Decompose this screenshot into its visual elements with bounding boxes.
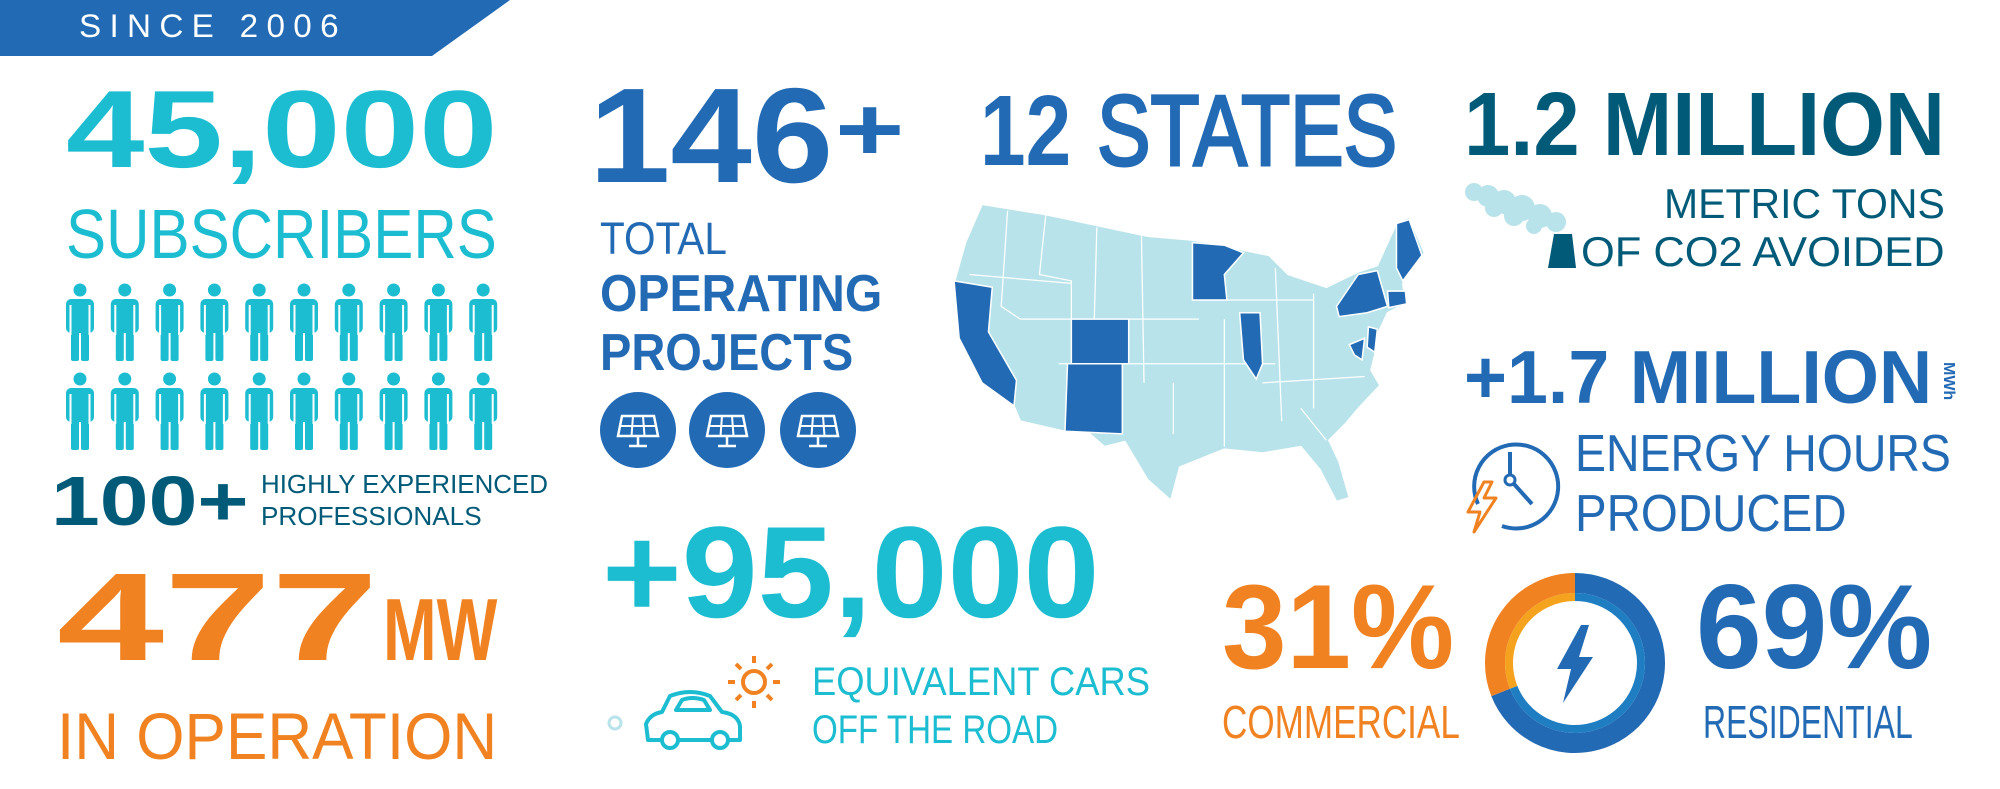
- cars-label-line1: EQUIVALENT CARS: [812, 660, 1150, 704]
- states-value: 12: [980, 75, 1072, 187]
- projects-value: 146: [589, 60, 834, 211]
- professionals-value: 100+: [51, 462, 249, 540]
- state-massachusetts: [1386, 290, 1408, 309]
- person-icon: [200, 372, 229, 450]
- person-icon: [469, 372, 498, 450]
- energy-label-line1: ENERGY HOURS: [1575, 425, 1951, 483]
- energy-label-line2: PRODUCED: [1575, 485, 1847, 543]
- capacity-value: 477: [57, 548, 379, 687]
- co2-label-line1: METRIC TONS: [1664, 180, 1945, 227]
- cars-value: +95,000: [602, 499, 1100, 645]
- people-icon-grid: [66, 283, 498, 450]
- energy-value: +1.7 MILLION: [1464, 335, 1933, 419]
- residential-value: 69%: [1696, 560, 1933, 694]
- person-icon: [379, 372, 408, 450]
- person-icon: [334, 372, 363, 450]
- state-minnesota: [1191, 241, 1245, 301]
- car-icon: [644, 690, 742, 750]
- projects-label-operating: OPERATING: [600, 265, 883, 323]
- solar-panel-icon: [598, 390, 678, 470]
- projects-label-projects: PROJECTS: [600, 324, 854, 382]
- person-icon: [110, 372, 139, 450]
- state-maine: [1395, 218, 1423, 283]
- clock-lightning-icon: [1466, 442, 1561, 534]
- person-icon: [379, 283, 408, 361]
- commercial-label: COMMERCIAL: [1222, 696, 1460, 748]
- dot-icon: [607, 715, 623, 731]
- state-maryland: [1348, 337, 1366, 362]
- person-icon: [469, 283, 498, 361]
- person-icon: [424, 283, 453, 361]
- state-colorado: [1070, 318, 1130, 365]
- person-icon: [290, 283, 318, 361]
- state-california: [953, 279, 1018, 408]
- commercial-arc: [1485, 573, 1576, 697]
- person-icon: [200, 283, 229, 361]
- sun-icon: [728, 656, 780, 708]
- professionals-label-line2: PROFESSIONALS: [261, 501, 482, 531]
- subscribers-value: 45,000: [66, 68, 498, 191]
- residential-arc: [1491, 573, 1665, 753]
- smokestack-cloud-icon: [1465, 183, 1576, 268]
- commercial-inner-arc: [1505, 593, 1576, 689]
- person-icon: [245, 283, 274, 361]
- residential-label: RESIDENTIAL: [1703, 696, 1913, 748]
- cars-label-line2: OFF THE ROAD: [812, 708, 1059, 752]
- commercial-value: 31%: [1222, 560, 1455, 694]
- capacity-label: IN OPERATION: [57, 699, 498, 773]
- person-icon: [155, 372, 184, 450]
- states-label: STATES: [1096, 74, 1399, 189]
- projects-label-total: TOTAL: [600, 213, 727, 264]
- since-label: SINCE 2006: [79, 8, 347, 44]
- projects-plus: +: [835, 80, 905, 180]
- person-icon: [66, 283, 94, 361]
- professionals-label-line1: HIGHLY EXPERIENCED: [261, 469, 549, 499]
- banner-background: [0, 0, 510, 56]
- state-new-mexico: [1064, 362, 1124, 435]
- person-icon: [245, 372, 274, 450]
- solar-panel-icon: [687, 390, 767, 470]
- co2-value: 1.2 MILLION: [1464, 75, 1946, 175]
- residential-inner-arc: [1509, 593, 1645, 733]
- state-illinois: [1238, 311, 1264, 381]
- person-icon: [290, 372, 318, 450]
- co2-label-line2: OF CO2 AVOIDED: [1581, 228, 1945, 275]
- solar-panel-icons: [598, 390, 858, 470]
- energy-unit: MWh: [1940, 362, 1957, 401]
- capacity-unit: MW: [383, 580, 498, 679]
- us-map: [953, 203, 1426, 503]
- person-icon: [155, 283, 184, 361]
- commercial-residential-donut: [1485, 573, 1665, 753]
- person-icon: [110, 283, 139, 361]
- lightning-icon: [1557, 625, 1593, 703]
- car-sun-icons: [607, 656, 780, 750]
- person-icon: [66, 372, 94, 450]
- subscribers-label: SUBSCRIBERS: [66, 195, 497, 273]
- state-new-jersey: [1366, 325, 1379, 354]
- state-new-york: [1335, 269, 1389, 318]
- solar-panel-icon: [778, 390, 858, 470]
- person-icon: [424, 372, 453, 450]
- person-icon: [334, 283, 363, 361]
